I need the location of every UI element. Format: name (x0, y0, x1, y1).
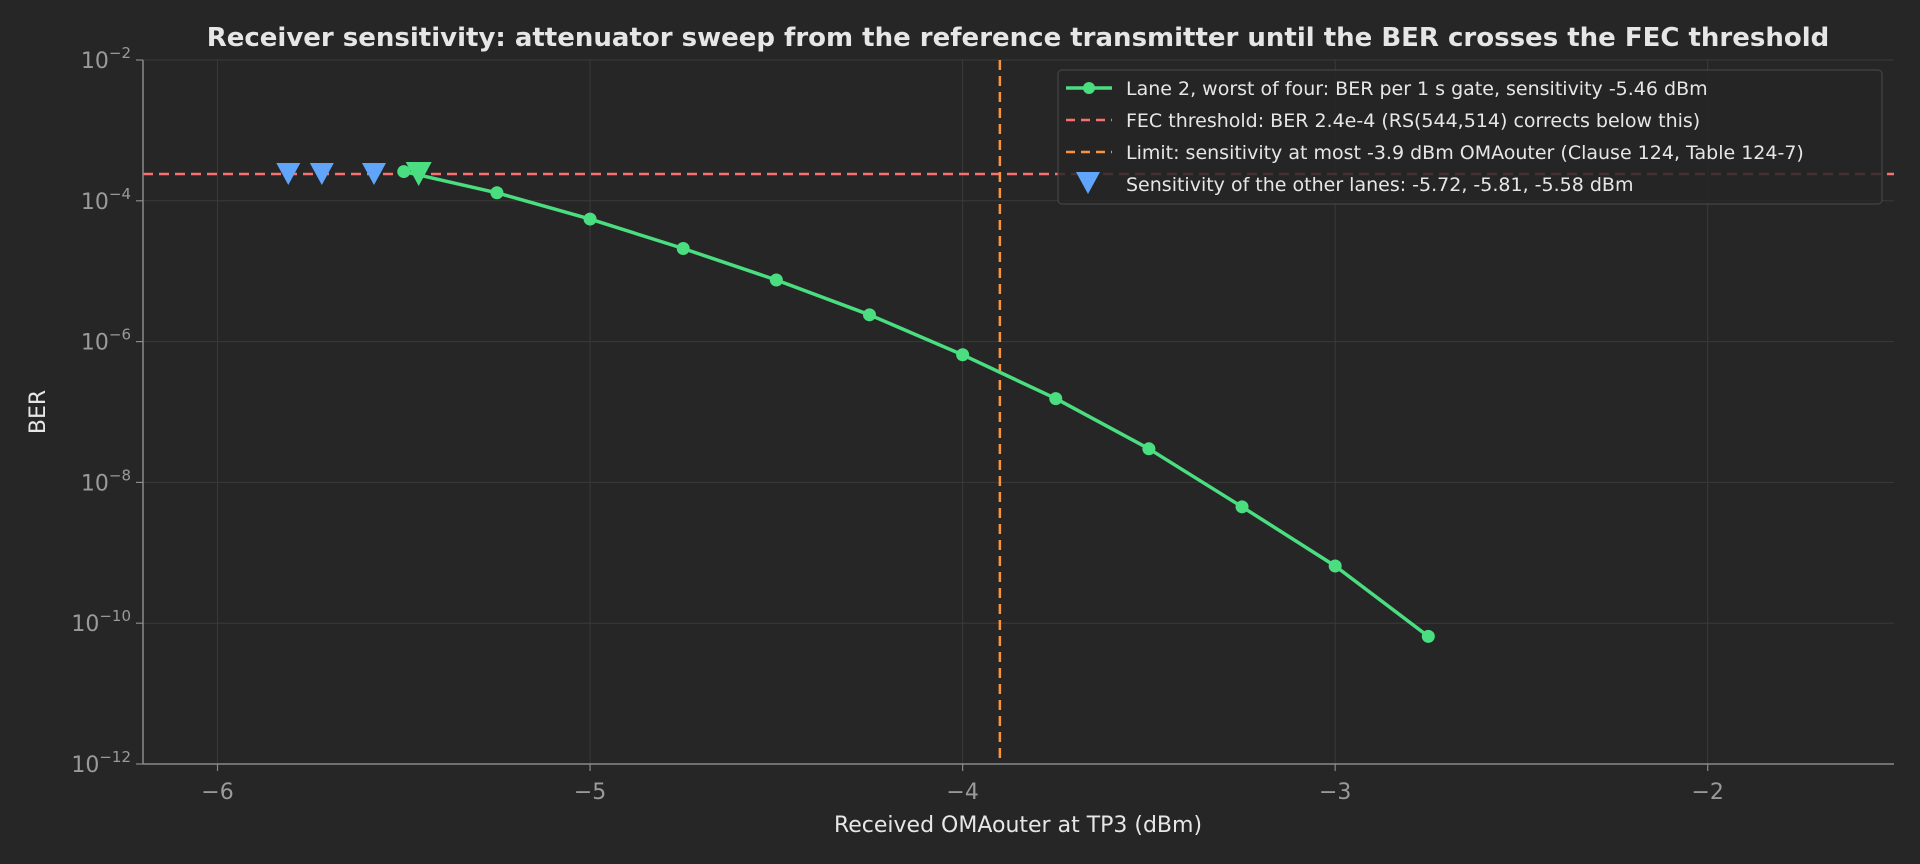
x-tick-label: −6 (201, 780, 233, 805)
legend-other-lanes-marker (1076, 172, 1100, 194)
y-tick-labels: 10−2 10−4 10−6 10−8 10−10 10−12 (71, 44, 131, 778)
ber-data-point (1235, 500, 1249, 514)
legend-threshold-label: FEC threshold: BER 2.4e-4 (RS(544,514) c… (1126, 110, 1700, 132)
ber-data-point (956, 348, 970, 362)
data-series (276, 162, 1435, 643)
axes (136, 59, 1894, 771)
y-axis-label: BER (26, 390, 51, 434)
other-lane-sensitivity-marker (276, 163, 301, 186)
ber-data-point (1328, 559, 1342, 573)
legend-other-lanes-label: Sensitivity of the other lanes: -5.72, -… (1126, 174, 1633, 196)
y-tick-label: 10−12 (71, 748, 131, 778)
ber-data-point (769, 273, 783, 287)
ber-data-point (676, 242, 690, 256)
legend-series-marker (1083, 82, 1095, 94)
ber-data-point (1049, 392, 1063, 406)
y-tick-label: 10−10 (71, 607, 131, 637)
y-tick-label: 10−8 (81, 466, 131, 496)
chart-title: Receiver sensitivity: attenuator sweep f… (207, 23, 1830, 53)
x-tick-label: −2 (1692, 780, 1724, 805)
y-tick-label: 10−6 (81, 326, 131, 356)
x-tick-label: −3 (1319, 780, 1351, 805)
y-tick-label: 10−4 (81, 185, 131, 215)
ber-data-point (490, 186, 504, 200)
ber-data-point (583, 212, 597, 226)
x-axis-label: Received OMAouter at TP3 (dBm) (834, 813, 1202, 838)
y-tick-label: 10−2 (81, 44, 131, 74)
ber-series-line (403, 169, 1430, 638)
other-lane-sensitivity-marker (361, 163, 386, 186)
other-lane-sensitivity-marker (309, 163, 334, 186)
legend-series-label: Lane 2, worst of four: BER per 1 s gate,… (1126, 78, 1708, 100)
ber-data-point (397, 165, 411, 179)
legend-box (1057, 69, 1883, 205)
lane2-sensitivity-marker (405, 162, 432, 187)
ber-data-point (1421, 629, 1435, 643)
x-tick-label: −4 (946, 780, 978, 805)
x-tick-label: −5 (574, 780, 606, 805)
ber-data-point (862, 308, 876, 322)
legend-limit-label: Limit: sensitivity at most -3.9 dBm OMAo… (1126, 142, 1804, 164)
legend: Lane 2, worst of four: BER per 1 s gate,… (1057, 69, 1883, 205)
ber-data-point (1142, 442, 1156, 456)
x-tick-labels: −6 −5 −4 −3 −2 (201, 780, 1724, 805)
